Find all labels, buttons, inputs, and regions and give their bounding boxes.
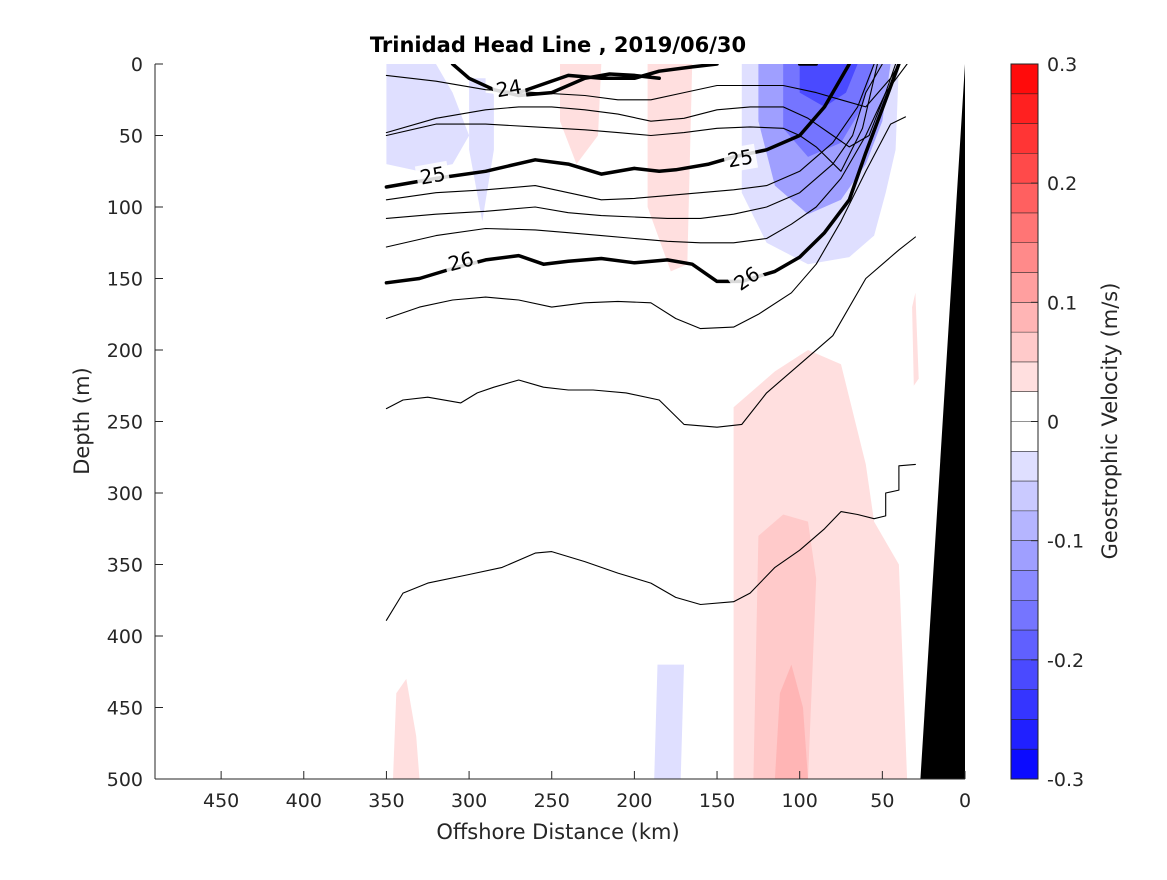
x-tick-label-200: 200 — [616, 790, 652, 812]
colorbar-swatch-23 — [1011, 749, 1038, 780]
density-contour-24-75 — [385, 64, 878, 172]
x-tick-label-450: 450 — [203, 790, 239, 812]
x-tick-label-400: 400 — [286, 790, 322, 812]
velocity-region-slope-positive-max — [774, 664, 808, 779]
density-contour-25-25 — [385, 64, 875, 201]
colorbar-swatch-1 — [1011, 93, 1038, 125]
y-tick-label-0: 0 — [131, 54, 143, 76]
y-tick-label-450: 450 — [107, 698, 143, 720]
density-contour-25-5 — [385, 64, 883, 219]
colorbar-swatch-8 — [1011, 302, 1038, 333]
colorbar-swatch-2 — [1011, 123, 1038, 154]
colorbar-swatch-3 — [1011, 153, 1038, 184]
y-tick-label-300: 300 — [107, 483, 143, 505]
colorbar-swatch-14 — [1011, 481, 1038, 512]
colorbar-swatch-6 — [1011, 242, 1038, 274]
y-tick-label-400: 400 — [107, 626, 143, 648]
colorbar-swatch-11 — [1011, 391, 1038, 422]
velocity-region-offshore-southward-upper — [386, 64, 470, 172]
density-contour-26-25 — [385, 116, 907, 330]
bathymetry-layer — [920, 64, 965, 779]
velocity-region-shelf-positive-column — [647, 64, 693, 272]
velocity-region-shelf-positive-upper — [560, 64, 602, 165]
contour-label-0: 24 — [494, 74, 523, 102]
x-tick-label-250: 250 — [534, 790, 570, 812]
density-contour-24-5 — [385, 64, 897, 148]
x-axis-label: Offshore Distance (km) — [436, 820, 679, 844]
x-tick-label-50: 50 — [870, 790, 894, 812]
y-tick-label-150: 150 — [107, 269, 143, 291]
colorbar-swatch-9 — [1011, 332, 1038, 363]
contour-label-group-0: 24 — [490, 73, 527, 103]
y-tick-label-200: 200 — [107, 340, 143, 362]
contour-label-bg-2 — [722, 143, 759, 173]
colorbar-swatch-18 — [1011, 600, 1038, 631]
y-tick-label-50: 50 — [119, 126, 143, 148]
colorbar-tick-label--0.1: -0.1 — [1047, 531, 1084, 553]
colorbar-tick-label--0.2: -0.2 — [1047, 650, 1084, 672]
colorbar: 0.3 0.2 0.1 0 -0.1 -0.2 -0.3 — [1010, 54, 1084, 791]
colorbar-swatch-15 — [1011, 510, 1038, 542]
contour-label-1: 25 — [418, 161, 447, 189]
x-tick-label-150: 150 — [699, 790, 735, 812]
colorbar-swatch-0 — [1011, 64, 1038, 95]
y-tick-label-100: 100 — [107, 197, 143, 219]
x-tick-label-100: 100 — [782, 790, 818, 812]
colorbar-swatch-13 — [1011, 451, 1038, 482]
density-contour-26-75 — [385, 463, 916, 621]
chart-title: Trinidad Head Line , 2019/06/30 — [370, 33, 746, 57]
axes-layer: 450 400 350 300 250 200 150 100 50 00501001502002… — [107, 54, 971, 812]
density-contour-23-8 — [450, 64, 661, 98]
density-contour-layer — [384, 64, 916, 621]
colorbar-tick-label-0.1: 0.1 — [1047, 292, 1077, 314]
velocity-fill-layer — [386, 64, 919, 779]
colorbar-swatch-5 — [1011, 212, 1038, 244]
colorbar-swatch-4 — [1011, 183, 1038, 214]
contour-label-group-1: 25 — [414, 160, 451, 191]
contour-label-bg-3 — [442, 245, 480, 278]
velocity-region-offshore-southward-tongue — [469, 78, 494, 222]
contour-label-bg-1 — [414, 160, 451, 191]
velocity-region-deep-positive-offshore — [393, 678, 420, 779]
colorbar-swatch-22 — [1011, 719, 1038, 750]
colorbar-swatch-7 — [1011, 272, 1038, 303]
y-tick-label-250: 250 — [107, 412, 143, 434]
density-contour-26-5 — [385, 236, 916, 428]
colorbar-swatch-20 — [1011, 659, 1038, 691]
y-tick-label-350: 350 — [107, 555, 143, 577]
contour-label-2: 25 — [726, 144, 755, 172]
colorbar-swatch-10 — [1011, 361, 1038, 393]
colorbar-swatch-16 — [1011, 540, 1038, 571]
colorbar-tick-label-0.2: 0.2 — [1047, 173, 1077, 195]
colorbar-tick-label--0.3: -0.3 — [1047, 769, 1084, 791]
contour-label-group-2: 25 — [722, 143, 759, 173]
contour-label-bg-0 — [490, 73, 527, 103]
x-tick-label-0: 0 — [959, 790, 971, 812]
colorbar-swatch-19 — [1011, 630, 1038, 661]
colorbar-swatch-17 — [1011, 570, 1038, 601]
velocity-region-deep-southward-sliver — [654, 664, 684, 779]
x-tick-label-350: 350 — [368, 790, 404, 812]
y-tick-label-500: 500 — [107, 769, 143, 791]
y-axis-label: Depth (m) — [70, 367, 94, 474]
density-contour-25 — [384, 64, 852, 189]
colorbar-swatch-12 — [1011, 421, 1038, 452]
colorbar-swatch-21 — [1011, 689, 1038, 720]
contour-label-bg-4 — [726, 259, 767, 298]
density-contour-25-75 — [385, 64, 908, 248]
density-contour-24 — [516, 64, 719, 95]
bathymetry-shape — [920, 64, 965, 779]
velocity-region-nearshore-positive-sliver — [912, 292, 919, 386]
colorbar-label: Geostrophic Velocity (m/s) — [1098, 283, 1122, 560]
colorbar-tick-label-0.3: 0.3 — [1047, 54, 1077, 76]
colorbar-tick-label-0: 0 — [1047, 412, 1059, 434]
density-contour-26 — [384, 64, 901, 285]
x-tick-label-300: 300 — [451, 790, 487, 812]
